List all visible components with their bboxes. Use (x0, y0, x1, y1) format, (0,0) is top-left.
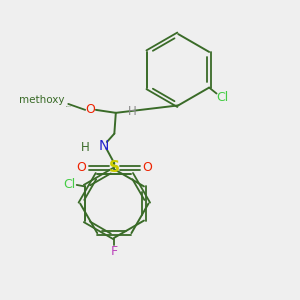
Text: Cl: Cl (216, 92, 229, 104)
Text: H: H (128, 105, 136, 118)
Text: H: H (81, 141, 90, 154)
Text: methoxy: methoxy (66, 106, 72, 107)
Text: Cl: Cl (63, 178, 75, 191)
Text: N: N (99, 139, 109, 152)
Text: O: O (77, 161, 87, 174)
Text: S: S (109, 160, 120, 175)
Text: methoxy: methoxy (19, 95, 64, 105)
Text: O: O (142, 161, 152, 174)
Text: F: F (111, 245, 118, 258)
Text: O: O (85, 103, 95, 116)
